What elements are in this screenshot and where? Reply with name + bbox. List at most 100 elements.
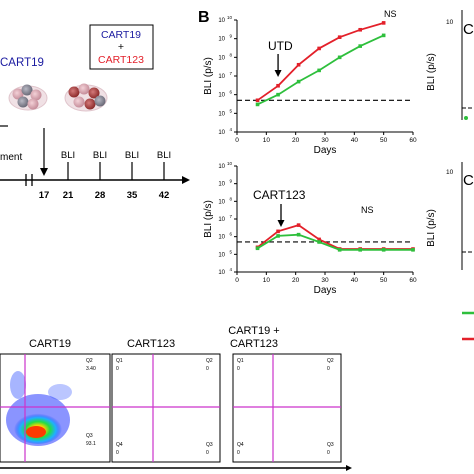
series-line-0 (256, 224, 413, 250)
cropped-tick-bottom: 10 (446, 169, 454, 176)
cropped-chart-top-right: BLI (p/s) 10 C (426, 10, 474, 120)
q4-value: 0 (116, 450, 119, 456)
y-tick-exponent: 8 (229, 52, 232, 57)
q2-value: 0 (206, 366, 209, 372)
y-tick-exponent: 10 (227, 161, 233, 166)
y-tick-label: 10 (218, 270, 225, 276)
q4-label: Q4 (237, 442, 244, 448)
x-tick-label: 30 (321, 137, 329, 144)
data-point (337, 35, 342, 39)
x-tick-label: 40 (351, 137, 359, 144)
data-point (255, 246, 260, 251)
data-point (276, 83, 280, 88)
data-point (276, 92, 280, 97)
y-tick-label: 10 (218, 130, 225, 136)
ns-label: NS (384, 9, 397, 19)
flow-title-2: CART123 (127, 338, 175, 350)
panel-b-letter: B (198, 9, 210, 26)
cell-cluster-left (8, 84, 48, 111)
series-line-0 (256, 22, 384, 102)
data-point (255, 98, 260, 103)
cropped-ylabel-bottom: BLI (p/s) (426, 209, 437, 247)
data-point (296, 232, 301, 237)
q3-label: Q3 (86, 433, 93, 439)
bli-label-21: BLI (61, 150, 75, 161)
y-axis-label: BLI (p/s) (203, 200, 214, 238)
data-point (255, 102, 260, 107)
x-tick-label: 20 (292, 277, 300, 284)
y-tick-exponent: 6 (229, 232, 232, 237)
timeline-arrowhead (182, 176, 190, 184)
data-point (381, 21, 386, 25)
x-tick-label: 0 (235, 277, 239, 284)
q1-label: Q1 (237, 358, 244, 364)
day-17-label: 17 (39, 190, 50, 201)
x-tick-label: 10 (263, 277, 271, 284)
x-axis-label: Days (314, 145, 337, 156)
flow-title-3a: CART19 + (228, 325, 279, 337)
bli-chart-cart123: 0 10 20 30 40 50 601041051061071081091010DaysB… (203, 161, 417, 296)
data-point (317, 68, 321, 73)
q3-label: Q3 (206, 442, 213, 448)
cropped-letter-bottom: C (463, 172, 474, 189)
x-tick-label: 30 (321, 277, 329, 284)
bli-day-21: 21 (63, 190, 74, 201)
y-tick-label: 10 (218, 164, 225, 170)
y-tick-label: 10 (218, 37, 225, 43)
bli-label-42: BLI (157, 150, 171, 161)
data-point (358, 248, 362, 252)
cropped-point-top (464, 116, 468, 120)
data-point (337, 55, 342, 60)
data-point (296, 79, 301, 84)
q1-value: 0 (237, 366, 240, 372)
q4-value: 93.1 (86, 441, 96, 447)
data-point (317, 240, 321, 244)
y-tick-label: 10 (218, 182, 225, 188)
y-tick-label: 10 (218, 199, 225, 205)
flow-title-1: CART19 (29, 338, 71, 350)
x-tick-label: 20 (292, 137, 300, 144)
data-point (296, 223, 301, 227)
y-tick-exponent: 9 (229, 179, 232, 184)
cropped-chart-bottom-right: BLI (p/s) 10 C (426, 162, 474, 270)
data-point (381, 248, 386, 252)
bli-label-35: BLI (125, 150, 139, 161)
treatment-arrowhead (274, 70, 282, 77)
q2-label: Q2 (86, 358, 93, 364)
q3-value: 0 (327, 450, 330, 456)
flow-title-3b: CART123 (230, 338, 278, 350)
combo-cart19-label: CART19 (101, 29, 141, 41)
y-tick-exponent: 10 (227, 15, 233, 20)
data-point (358, 44, 362, 48)
y-tick-exponent: 7 (229, 214, 232, 219)
q2-value: 3.40 (86, 366, 96, 372)
data-point (276, 234, 280, 238)
data-point (381, 33, 386, 38)
treatment-annotation: CART123 (253, 188, 306, 202)
y-tick-exponent: 5 (229, 249, 232, 254)
q1-value: 0 (116, 366, 119, 372)
data-point (317, 237, 321, 242)
data-point (358, 27, 362, 32)
y-tick-label: 10 (218, 55, 225, 61)
data-point (296, 62, 301, 67)
cropped-tick-top: 10 (446, 19, 454, 26)
bli-chart-utd: 0 10 20 30 40 50 601041051061071081091010DaysB… (203, 9, 417, 156)
q3-value: 0 (206, 450, 209, 456)
q4-value: 0 (237, 450, 240, 456)
bli-day-35: 35 (127, 190, 138, 201)
bli-day-28: 28 (95, 190, 106, 201)
x-tick-label: 60 (409, 137, 417, 144)
y-axis-label: BLI (p/s) (203, 57, 214, 95)
x-tick-label: 60 (409, 277, 417, 284)
flow-plot-combo: Q1 0 Q2 0 Q4 0 Q3 0 (232, 353, 342, 463)
y-tick-exponent: 4 (229, 127, 232, 132)
x-tick-label: 0 (235, 137, 239, 144)
y-tick-label: 10 (218, 111, 225, 117)
y-tick-exponent: 9 (229, 34, 232, 39)
cart19-label: CART19 (0, 57, 44, 69)
schematic-panel: CART19 CART19 + CART123 ment (0, 24, 190, 201)
combo-cart123-label: CART123 (98, 54, 144, 66)
y-tick-exponent: 8 (229, 196, 232, 201)
combo-treatment-box (89, 24, 154, 70)
